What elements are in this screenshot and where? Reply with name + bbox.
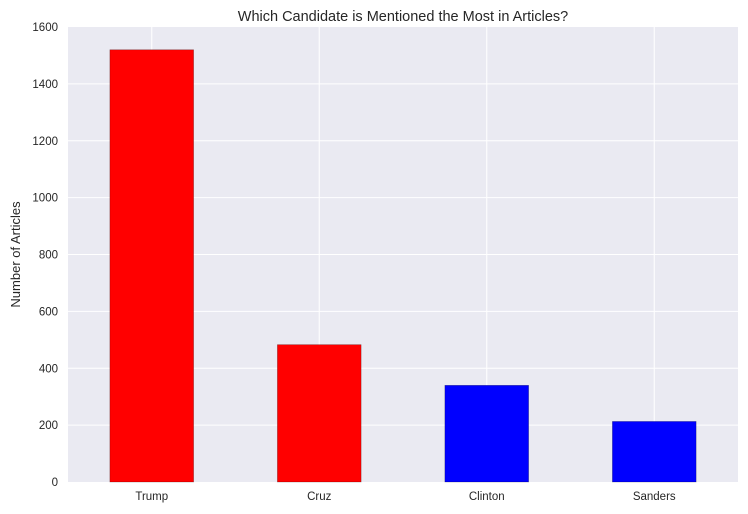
bar-cruz (277, 344, 362, 483)
bar-sanders (612, 421, 697, 483)
y-axis-ticks: 0 200 400 600 800 1000 1200 1400 1600 (32, 22, 58, 489)
x-tick-label: Trump (135, 491, 168, 503)
y-axis-label: Number of Articles (8, 201, 23, 308)
bar-clinton (444, 385, 529, 483)
y-tick-label: 200 (39, 420, 58, 432)
y-tick-label: 0 (52, 477, 58, 489)
bars (109, 49, 697, 483)
y-tick-label: 400 (39, 363, 58, 375)
y-tick-label: 1000 (32, 193, 58, 205)
x-axis-ticks: Trump Cruz Clinton Sanders (135, 491, 676, 503)
y-tick-label: 1200 (32, 136, 58, 148)
y-tick-label: 1600 (32, 22, 58, 34)
chart-title: Which Candidate is Mentioned the Most in… (238, 9, 568, 25)
y-tick-label: 800 (39, 250, 58, 262)
x-tick-label: Clinton (469, 491, 505, 503)
x-tick-label: Sanders (633, 491, 676, 503)
y-tick-label: 1400 (32, 79, 58, 91)
x-tick-label: Cruz (307, 491, 332, 503)
y-tick-label: 600 (39, 306, 58, 318)
bar-trump (109, 49, 194, 483)
